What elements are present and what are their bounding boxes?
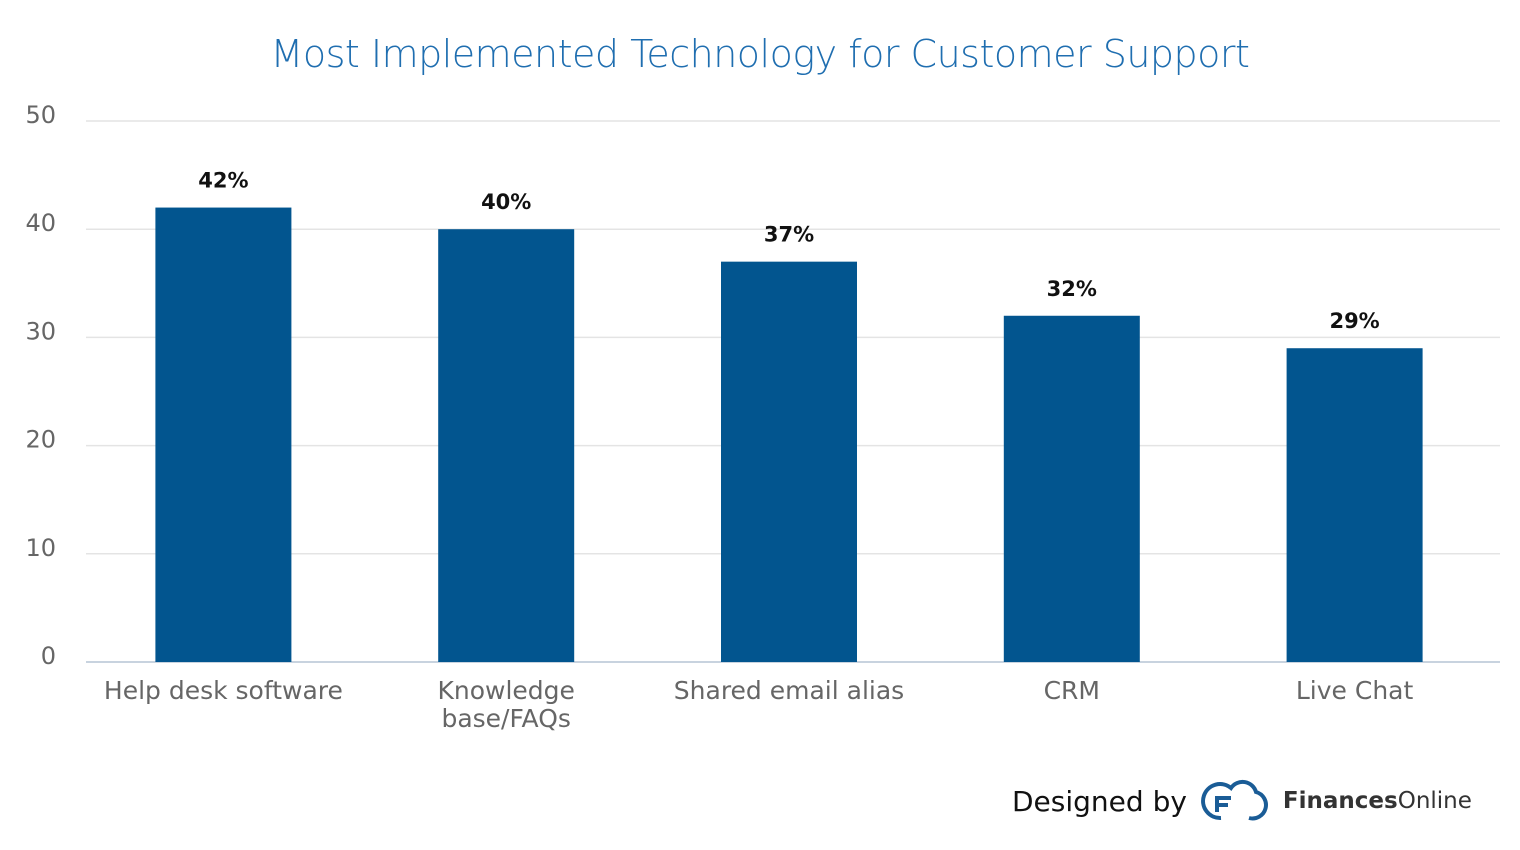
data-label: 32%	[1047, 277, 1097, 301]
bar-chart: 0 10 20 30 40 50 42% Help desk software 40% Knowl…	[25, 101, 1500, 733]
y-tick-label: 0	[41, 642, 56, 670]
y-tick-label: 40	[25, 209, 56, 237]
data-label: 42%	[198, 169, 248, 193]
data-label: 40%	[481, 190, 531, 214]
credit-prefix: Designed by	[1012, 784, 1187, 818]
y-tick-label: 20	[25, 426, 56, 454]
x-tick-line: Shared email alias	[674, 676, 904, 705]
bar	[721, 261, 857, 662]
x-tick-label: Shared email alias	[674, 676, 904, 705]
x-tick-line: Help desk software	[104, 676, 343, 705]
brand-bold: Finances	[1282, 788, 1398, 814]
brand-light: Online	[1397, 788, 1472, 814]
data-label: 29%	[1329, 309, 1379, 333]
x-tick-label: CRM	[1044, 676, 1100, 705]
financesonline-logo-icon	[1201, 779, 1268, 821]
x-tick-label: Knowledge base/FAQs	[437, 676, 574, 733]
y-tick-label: 10	[25, 534, 56, 562]
bar	[1003, 315, 1140, 662]
brand-name: FinancesOnline	[1283, 788, 1472, 814]
chart-title: Most Implemented Technology for Customer…	[270, 32, 1250, 76]
bar	[1286, 348, 1423, 662]
x-tick-line: Knowledge	[437, 676, 574, 705]
x-tick-line: base/FAQs	[441, 704, 570, 733]
bar	[155, 207, 292, 662]
x-tick-label: Help desk software	[104, 676, 343, 705]
data-label: 37%	[764, 223, 814, 247]
y-tick-label: 50	[25, 101, 56, 129]
y-tick-label: 30	[25, 317, 56, 345]
bar	[438, 229, 575, 662]
x-tick-line: Live Chat	[1296, 676, 1414, 705]
credit: Designed by FinancesOnline	[1012, 778, 1472, 824]
x-tick-label: Live Chat	[1296, 676, 1414, 705]
x-tick-line: CRM	[1044, 676, 1100, 705]
